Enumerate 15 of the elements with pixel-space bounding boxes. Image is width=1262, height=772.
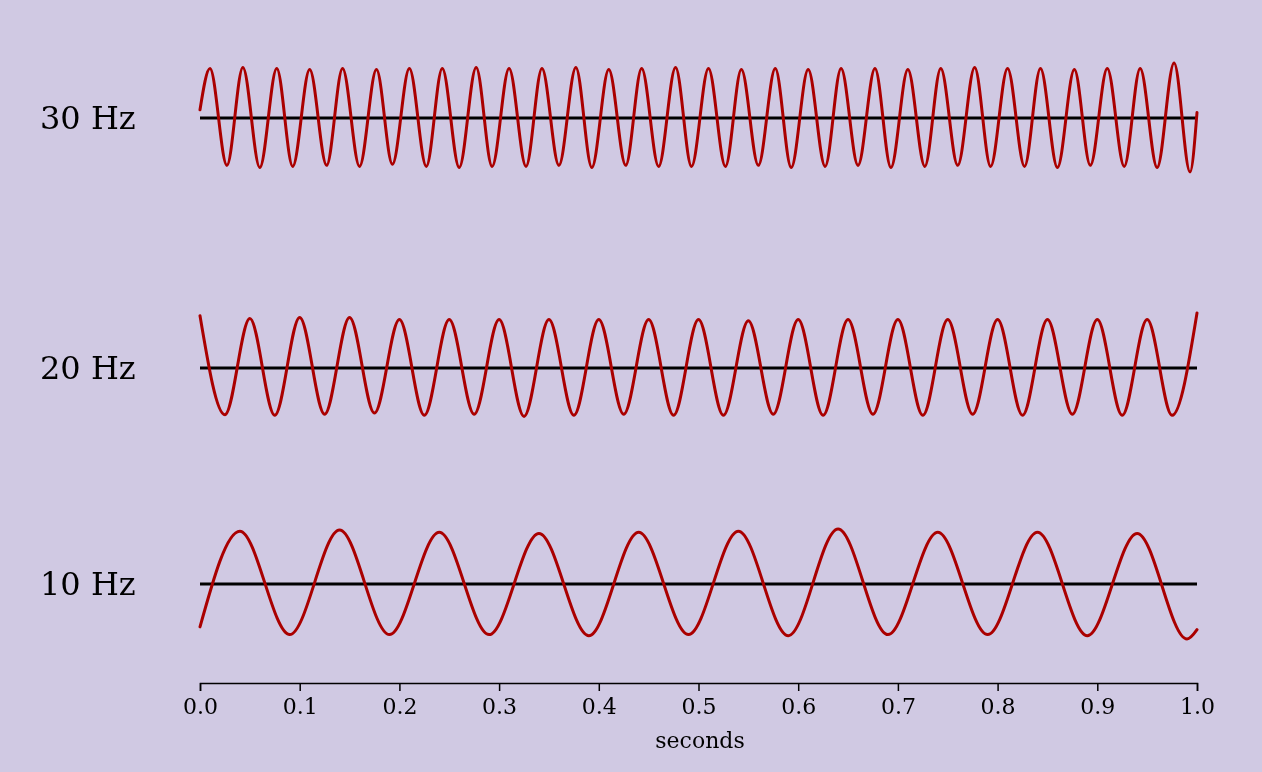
y-axis-title: 10 Hz <box>40 565 136 603</box>
x-tick-label: 0.6 <box>781 693 817 719</box>
x-tick-label: 0.9 <box>1080 693 1116 719</box>
x-tick-label: 0.0 <box>183 693 218 719</box>
x-tick-label: 0.8 <box>980 693 1016 719</box>
x-axis-title: seconds <box>655 728 745 753</box>
x-tick-label: 1.0 <box>1180 693 1215 719</box>
y-axis-title: 30 Hz <box>40 99 136 137</box>
x-tick-label: 0.5 <box>681 693 717 719</box>
x-tick-label: 0.4 <box>581 693 617 719</box>
y-axis-title: 20 Hz <box>40 349 136 387</box>
x-tick-label: 0.3 <box>482 693 518 719</box>
x-tick-label: 0.2 <box>382 693 418 719</box>
x-tick-label: 0.7 <box>880 693 916 719</box>
x-tick-label: 0.1 <box>282 693 318 719</box>
